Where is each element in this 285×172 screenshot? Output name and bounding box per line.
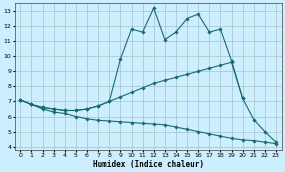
- X-axis label: Humidex (Indice chaleur): Humidex (Indice chaleur): [93, 159, 204, 169]
